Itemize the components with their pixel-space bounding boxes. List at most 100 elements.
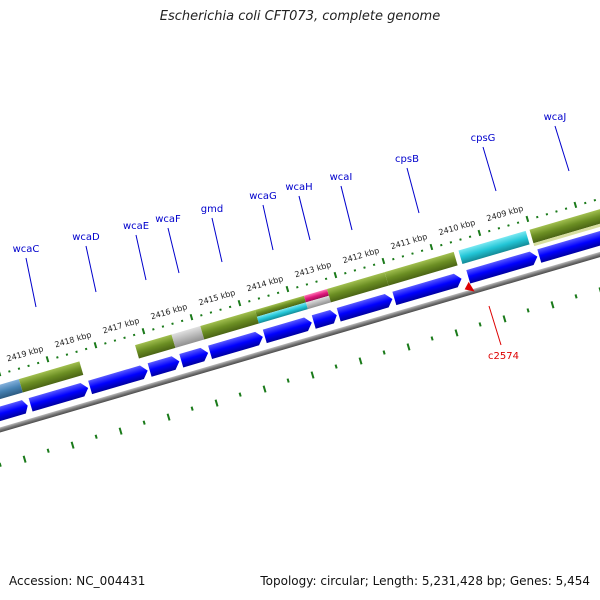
kbp-minor-tick <box>507 224 510 227</box>
kbp-minor-tick <box>305 283 309 286</box>
kbp-minor-tick <box>228 305 232 309</box>
kbp-minor-tick <box>296 286 299 289</box>
inner-tick <box>526 308 530 313</box>
cds-arrow <box>262 317 312 344</box>
kbp-label: 2414 kbp <box>246 274 285 293</box>
kbp-minor-tick <box>65 353 69 356</box>
map-title: Escherichia coli CFT073, complete genome <box>159 9 441 24</box>
inner-tick <box>190 406 194 411</box>
kbp-minor-tick <box>123 336 126 340</box>
gene-label: wcaD <box>72 232 100 243</box>
gene-leader-line <box>25 257 37 308</box>
gene-label: wcaI <box>330 172 353 183</box>
kbp-minor-tick <box>75 350 78 354</box>
cog-feature-light <box>533 209 600 247</box>
inner-tick <box>262 385 267 393</box>
gene-leader-line <box>298 195 311 241</box>
gene-leader-line <box>211 217 223 263</box>
cog-feature-track <box>0 196 600 412</box>
highlight-label: c2574 <box>488 351 519 362</box>
highlight-leader-line <box>488 305 502 346</box>
cog-feature-magenta <box>303 288 329 303</box>
highlight-marker <box>464 281 475 292</box>
kbp-major-tick <box>429 243 434 251</box>
cds-arrow <box>537 216 600 263</box>
cds-arrow <box>88 365 148 395</box>
kbp-label: 2415 kbp <box>198 288 237 307</box>
gene-label: wcaJ <box>544 112 567 123</box>
kbp-minor-tick <box>315 280 318 283</box>
inner-tick <box>382 350 386 355</box>
cds-arrow <box>336 293 393 322</box>
cds-arrow <box>28 382 89 412</box>
cds-arrow <box>0 400 28 432</box>
kbp-major-tick <box>285 285 290 293</box>
kbp-minor-tick <box>324 277 328 281</box>
cog-feature-olive <box>18 361 84 393</box>
cog-feature-olive <box>529 196 600 244</box>
cog-feature-olive <box>135 334 176 359</box>
cog-feature-olive <box>200 310 259 340</box>
kbp-minor-tick <box>401 255 405 258</box>
gene-leader-line <box>167 227 180 274</box>
cds-arrow-track <box>0 216 600 432</box>
kbp-minor-tick <box>276 291 280 295</box>
kbp-minor-tick <box>84 347 88 351</box>
kbp-major-tick <box>237 299 242 307</box>
gene-label: gmd <box>201 204 223 215</box>
kbp-minor-tick <box>152 328 155 331</box>
kbp-minor-tick <box>459 238 462 241</box>
inner-tick <box>406 343 411 351</box>
kbp-minor-tick <box>584 201 587 205</box>
inner-tick <box>166 413 171 421</box>
gene-label-group: wcaC wcaD wcaE wcaF gmd wcaG wcaH wcaI cpsB cpsG w… <box>13 112 570 308</box>
gene-leader-line <box>135 234 147 281</box>
kbp-minor-tick <box>104 342 107 345</box>
inner-tick <box>70 441 75 449</box>
gene-leader-line <box>554 125 570 172</box>
kbp-minor-tick <box>564 207 568 210</box>
kbp-minor-tick <box>171 322 174 325</box>
gene-label: wcaE <box>123 221 149 232</box>
kbp-minor-tick <box>36 361 40 365</box>
cds-arrow <box>392 273 462 306</box>
kbp-minor-tick <box>113 339 117 342</box>
kbp-label: 2413 kbp <box>294 260 333 279</box>
kbp-minor-tick <box>411 252 414 255</box>
kbp-minor-tick <box>27 364 30 368</box>
kbp-minor-tick <box>420 249 424 252</box>
cds-arrow <box>179 347 209 368</box>
inner-tick <box>502 315 507 323</box>
gene-label: wcaC <box>13 244 40 255</box>
kbp-label: 2419 kbp <box>6 344 45 363</box>
kbp-tick-row-outer <box>0 198 597 377</box>
kbp-minor-tick <box>449 241 453 244</box>
gene-label: wcaF <box>155 214 181 225</box>
kbp-label: 2412 kbp <box>342 246 381 265</box>
kbp-minor-tick <box>488 229 491 233</box>
inner-tick <box>574 294 578 299</box>
inner-tick <box>454 329 459 337</box>
kbp-major-tick <box>525 215 530 223</box>
cog-feature-steel <box>0 379 23 412</box>
kbp-label: 2418 kbp <box>54 330 93 349</box>
kbp-minor-tick <box>372 263 376 267</box>
cog-feature-olive <box>255 295 306 317</box>
cog-feature-gray <box>305 295 331 310</box>
kbp-minor-tick <box>516 221 520 224</box>
kbp-minor-tick <box>257 297 261 300</box>
kbp-minor-tick <box>248 300 251 303</box>
kbp-minor-tick <box>200 314 203 317</box>
kbp-minor-tick <box>392 257 395 261</box>
kbp-tick-row-inner <box>0 287 600 467</box>
gene-leader-line <box>482 146 497 192</box>
kbp-minor-tick <box>497 227 501 230</box>
kbp-minor-tick <box>545 213 549 216</box>
cds-arrow <box>147 356 180 377</box>
kbp-major-tick <box>141 328 146 335</box>
kbp-minor-tick <box>593 198 597 202</box>
gene-leader-line <box>340 185 353 231</box>
gene-leader-line <box>406 167 420 214</box>
inner-tick <box>142 420 146 425</box>
